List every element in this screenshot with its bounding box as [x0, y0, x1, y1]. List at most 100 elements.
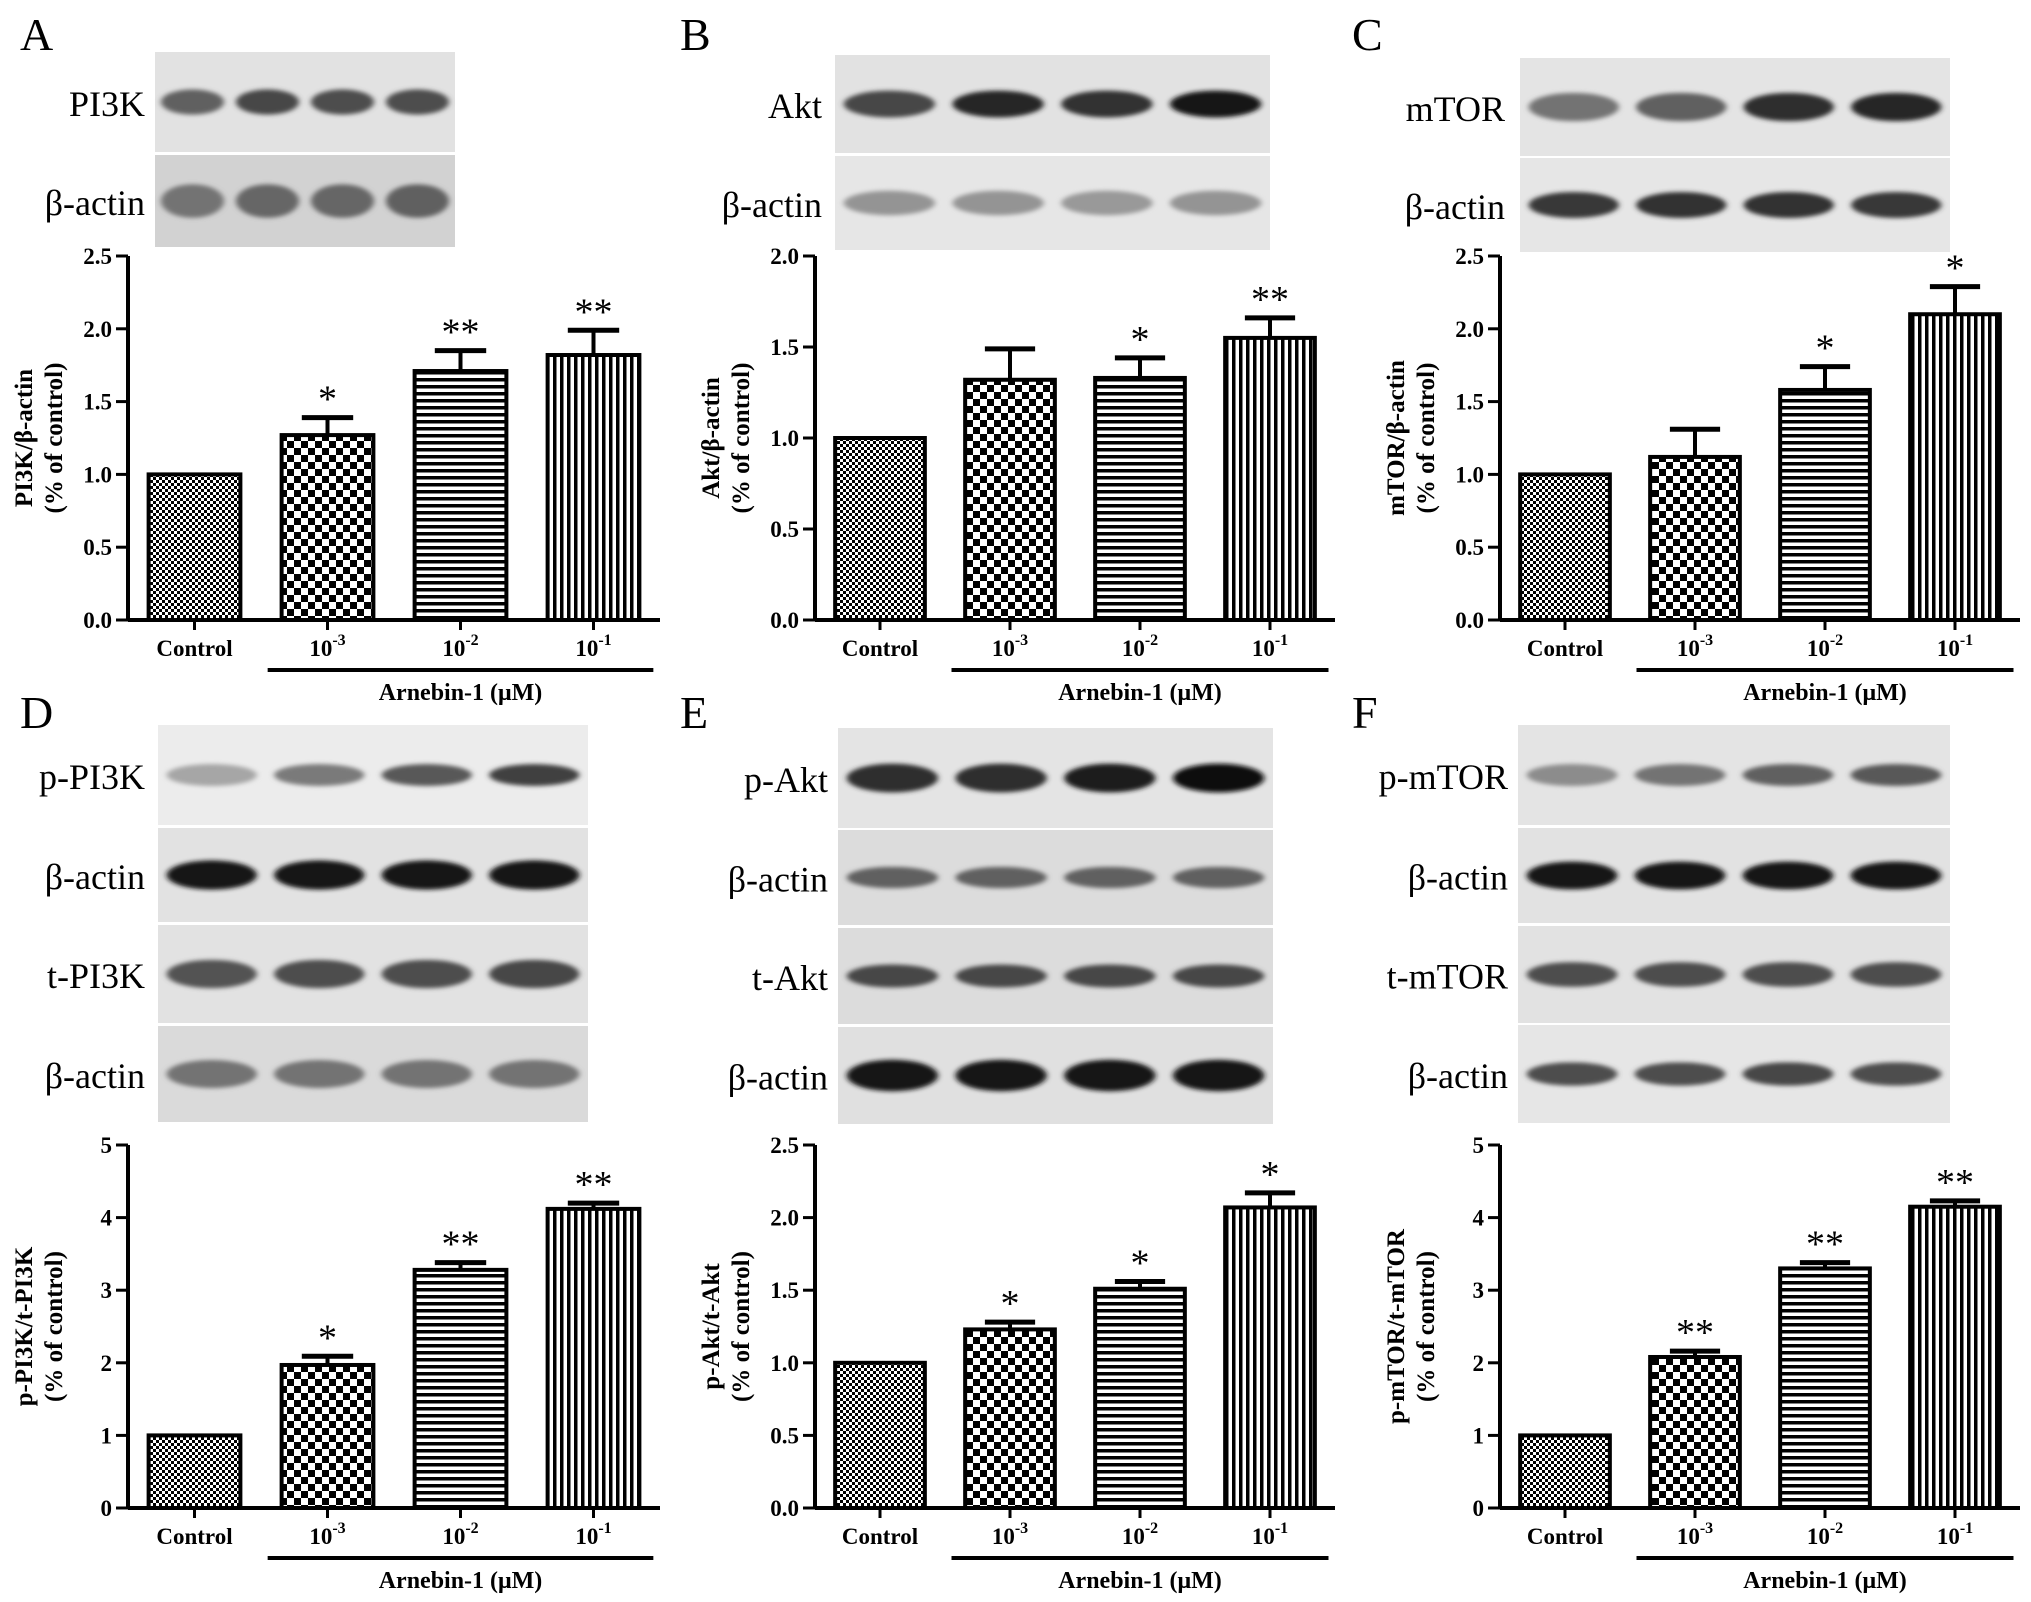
blot-band — [166, 1060, 257, 1088]
x-tick-label: 10-1 — [575, 632, 611, 661]
x-tick-label: 10-3 — [992, 1520, 1028, 1549]
blot-band — [1526, 1062, 1618, 1086]
blot-label: t-mTOR — [1387, 957, 1508, 997]
y-tick-label: 0.5 — [1455, 535, 1484, 560]
y-tick-label: 1.0 — [83, 462, 112, 487]
blot-band — [1172, 866, 1265, 889]
y-tick-label: 0.0 — [1455, 608, 1484, 633]
x-tick-exponent: -3 — [1700, 632, 1713, 649]
x-tick-label: 10-3 — [1677, 632, 1713, 661]
x-tick-exponent: -2 — [1830, 1520, 1843, 1537]
x-tick-base: 10 — [1122, 636, 1145, 661]
blot-band — [1850, 962, 1942, 987]
significance-marker: ** — [1936, 1162, 1974, 1204]
blot-band — [381, 1060, 472, 1088]
significance-marker: ** — [1806, 1224, 1844, 1266]
bar — [963, 377, 1057, 623]
blot-strip: β-actin — [728, 830, 1273, 925]
bar — [146, 472, 243, 622]
blot-band — [489, 1060, 580, 1088]
blot-band — [1850, 861, 1942, 890]
y-tick-label: 1.5 — [770, 1278, 799, 1303]
blot-band — [381, 959, 472, 989]
y-tick-label: 0.5 — [83, 535, 112, 560]
x-tick-label: 10-3 — [309, 632, 345, 661]
significance-marker: ** — [575, 1164, 613, 1206]
blot-band — [1634, 1062, 1726, 1086]
y-tick-label: 1.5 — [83, 390, 112, 415]
blot-strip: PI3K — [69, 52, 455, 152]
panel-letter: D — [20, 687, 53, 738]
group-label: Arnebin-1 (μM) — [1743, 680, 1907, 706]
blot-band — [311, 89, 374, 115]
blot-band — [1061, 90, 1153, 118]
y-tick-label: 0.0 — [770, 1496, 799, 1521]
blot-band — [843, 190, 936, 216]
significance-marker: * — [1946, 248, 1965, 290]
x-tick-exponent: -2 — [465, 632, 478, 649]
blot-band — [846, 1059, 939, 1092]
x-tick-label: 10-2 — [1807, 1520, 1843, 1549]
bar — [1223, 335, 1317, 622]
blot-band — [1526, 962, 1618, 987]
blot-strip: β-actin — [45, 1026, 588, 1122]
bar — [279, 433, 376, 623]
x-tick-base: 10 — [992, 1524, 1015, 1549]
bar-chart: 0.0 0.5 1.0 1.5 2.0 2.5 PI3K/β-actin (% of cont… — [11, 244, 660, 706]
y-tick-label: 3 — [101, 1278, 113, 1303]
blot-band — [1742, 861, 1834, 890]
blot-band — [1636, 92, 1727, 122]
x-tick-base: 10 — [1937, 636, 1960, 661]
significance-marker: ** — [575, 291, 613, 333]
blot-band — [846, 964, 939, 988]
blot-strip: Akt — [768, 55, 1270, 153]
blot-label: β-actin — [1405, 187, 1505, 227]
x-tick-base: 10 — [1252, 1524, 1275, 1549]
blot-band — [955, 866, 1047, 889]
significance-marker: * — [1816, 328, 1835, 370]
bar — [1093, 375, 1187, 622]
panel-letter: E — [680, 687, 708, 738]
x-tick-base: 10 — [309, 1524, 332, 1549]
blot-strip: β-actin — [45, 155, 455, 247]
blot-band — [952, 90, 1044, 118]
x-tick-label: Control — [1527, 1524, 1603, 1549]
blot-band — [236, 184, 299, 218]
y-axis-title: PI3K/β-actin — [11, 369, 38, 507]
blot-strip: p-mTOR — [1379, 725, 1950, 825]
bar-chart: 0 1 2 3 4 5 p-PI3K/t-PI3K (% of control) Control… — [11, 1133, 660, 1594]
blot-strip: β-actin — [45, 828, 588, 922]
blot-label: t-Akt — [752, 958, 828, 998]
blot-band — [1742, 1062, 1834, 1086]
blot-strip: t-Akt — [752, 928, 1273, 1024]
blot-band — [489, 959, 580, 989]
blot-band — [955, 763, 1047, 793]
blot-band — [1172, 964, 1265, 988]
y-tick-label: 2.5 — [770, 1133, 799, 1158]
y-tick-label: 1.0 — [1455, 462, 1484, 487]
blot-band — [1743, 192, 1834, 218]
blot-strip: p-Akt — [744, 728, 1273, 828]
bar — [963, 1327, 1057, 1511]
blot-band — [166, 764, 257, 786]
blot-band — [846, 763, 939, 793]
y-axis-subtitle: (% of control) — [728, 1251, 755, 1402]
panel-letter: A — [20, 9, 53, 60]
x-tick-label: 10-2 — [442, 632, 478, 661]
blot-label: p-PI3K — [39, 757, 145, 797]
panel-e: Ep-Akt β-actin t-Akt β-actin 0.0 0.5 1.0 1.5 2.0… — [680, 687, 1335, 1594]
x-tick-label: 10-2 — [442, 1520, 478, 1549]
x-tick-base: 10 — [1677, 636, 1700, 661]
blot-band — [1526, 764, 1618, 786]
blot-band — [1636, 192, 1727, 218]
blot-band — [1169, 190, 1262, 216]
x-tick-label: 10-2 — [1122, 1520, 1158, 1549]
blot-band — [236, 89, 299, 115]
bar — [1908, 312, 2002, 622]
blot-strip: β-actin — [728, 1027, 1273, 1124]
blot-band — [1851, 192, 1942, 218]
x-tick-exponent: -2 — [1830, 632, 1843, 649]
significance-marker: ** — [1676, 1312, 1714, 1354]
blot-label: β-actin — [728, 1058, 828, 1098]
